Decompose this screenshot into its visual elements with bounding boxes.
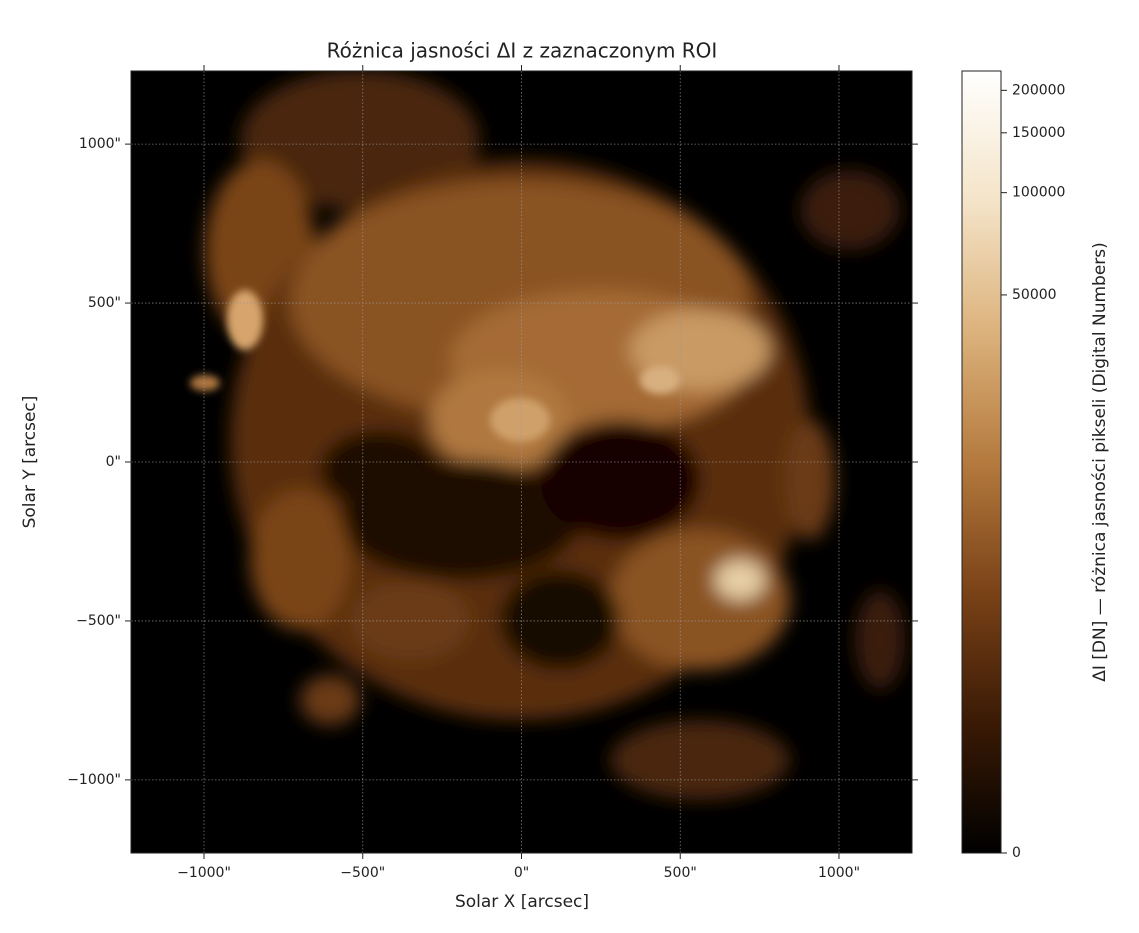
- y-axis-label: Solar Y [arcsec]: [20, 396, 40, 529]
- x-tick-label: 1000": [818, 865, 860, 881]
- x-axis-label: Solar X [arcsec]: [455, 892, 589, 912]
- colorbar-tick-label: 100000: [1012, 185, 1065, 201]
- chart-title: Różnica jasności ΔI z zaznaczonym ROI: [327, 39, 718, 63]
- y-tick-label: −500": [76, 613, 121, 629]
- x-tick-label: 500": [664, 865, 697, 881]
- colorbar-tick-label: 0: [1012, 845, 1021, 861]
- y-tick-label: 0": [106, 454, 121, 470]
- y-tick-label: 1000": [79, 136, 121, 152]
- x-tick-label: −1000": [177, 865, 231, 881]
- x-tick-label: 0": [514, 865, 529, 881]
- y-tick-label: 500": [88, 295, 121, 311]
- colorbar-tick-label: 50000: [1012, 287, 1057, 303]
- x-tick-label: −500": [340, 865, 385, 881]
- colorbar: [961, 70, 1002, 854]
- y-tick-label: −1000": [67, 772, 121, 788]
- solar-image: [190, 71, 905, 800]
- plot-frame: [130, 70, 913, 854]
- colorbar-label: ΔI [DN] — różnica jasności pikseli (Digi…: [1090, 242, 1110, 682]
- colorbar-tick-label: 150000: [1012, 125, 1065, 141]
- colorbar-tick-label: 200000: [1012, 82, 1065, 98]
